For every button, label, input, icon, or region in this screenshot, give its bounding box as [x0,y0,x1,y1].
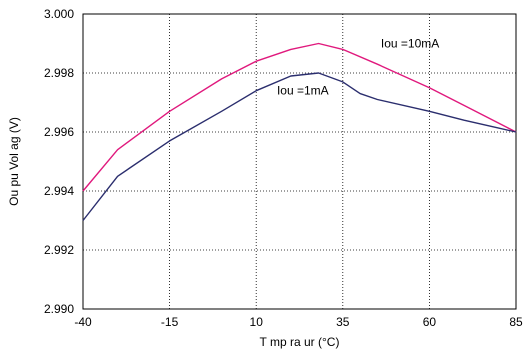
series-annotation: Iou =1mA [277,84,329,98]
y-tick-label: 3.000 [44,7,74,21]
annotations: Iou =10mA Iou =1mA [277,37,439,98]
x-axis-label: T mp ra ur (°C) [260,335,340,349]
y-tick-label: 2.998 [44,66,74,80]
x-tick-label: 60 [423,315,437,329]
y-tick-label: 2.992 [44,243,74,257]
series-annotation: Iou =10mA [381,37,439,51]
y-tick-label: 2.994 [44,184,74,198]
grid [82,13,517,310]
x-tick-label: 10 [250,315,264,329]
x-tick-label: 35 [336,315,350,329]
x-tick-labels: -40 -15 10 35 60 85 [74,315,523,329]
y-axis-label: Ou pu Vol ag (V) [7,117,21,206]
series-line-1 [82,42,517,192]
series-group [82,42,517,221]
y-tick-label: 2.990 [44,302,74,316]
plot-frame [82,13,517,310]
series-line-2 [82,72,517,221]
y-tick-label: 2.996 [44,125,74,139]
x-tick-label: -15 [161,315,179,329]
x-tick-label: 85 [509,315,523,329]
x-tick-label: -40 [74,315,92,329]
y-tick-labels: 2.990 2.992 2.994 2.996 2.998 3.000 [44,7,74,316]
